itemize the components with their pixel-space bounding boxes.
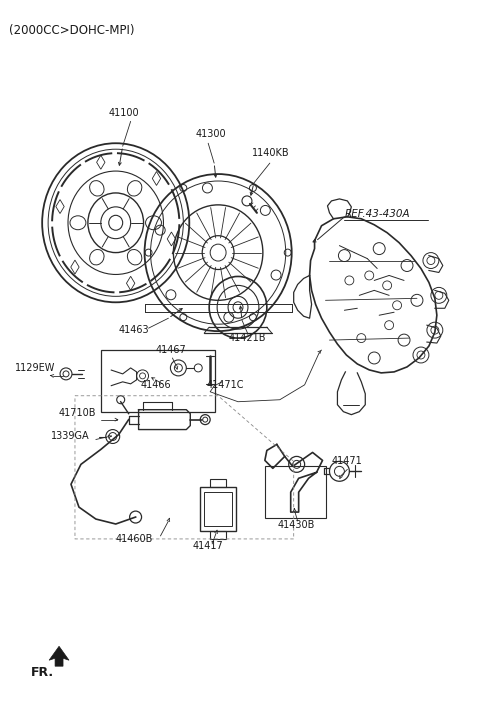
Text: 41471: 41471 [332,457,362,467]
Text: 41460B: 41460B [116,534,153,544]
Text: 1140KB: 1140KB [252,148,289,158]
Text: REF.43-430A: REF.43-430A [344,208,410,219]
Polygon shape [49,647,69,666]
Text: 41430B: 41430B [278,520,315,530]
Bar [101,350,215,412]
Text: 41100: 41100 [109,108,139,118]
Bar [200,487,236,531]
Text: 41467: 41467 [156,345,186,355]
Text: FR.: FR. [31,666,54,679]
Text: (2000CC>DOHC-MPI): (2000CC>DOHC-MPI) [9,24,135,37]
Text: 1339GA: 1339GA [51,430,90,440]
Text: 41463: 41463 [119,325,149,335]
Text: 41710B: 41710B [59,408,96,418]
Bar [210,531,226,539]
Bar [265,467,326,518]
Text: 41300: 41300 [195,129,226,139]
Bar [210,479,226,487]
Text: 1129EW: 1129EW [15,363,56,373]
Text: 41421B: 41421B [228,333,265,343]
Text: 41471C: 41471C [206,380,244,390]
Text: 41466: 41466 [141,380,171,390]
Text: 41417: 41417 [192,541,223,551]
Bar [204,492,232,526]
